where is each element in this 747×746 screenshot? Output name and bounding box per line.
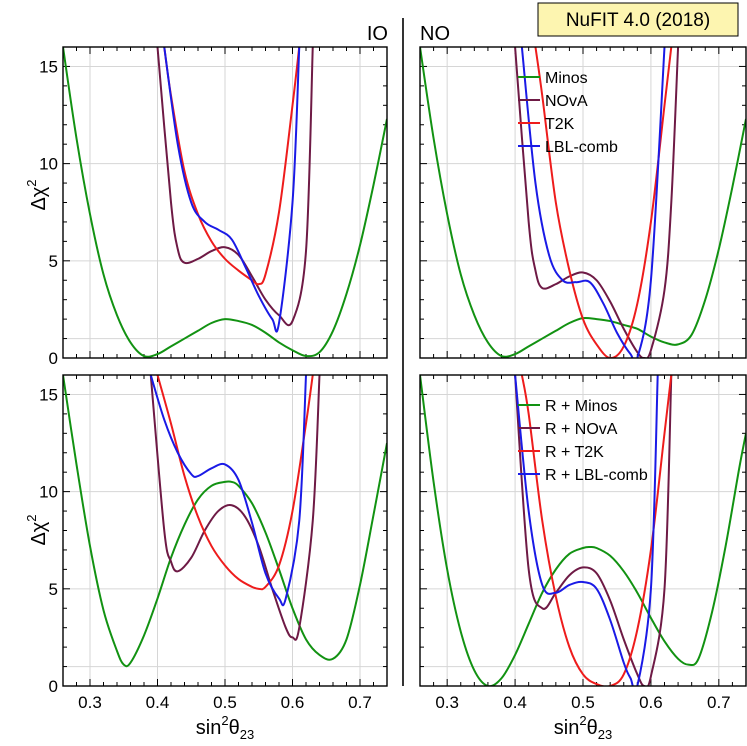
series-line-lbl (163, 47, 301, 333)
x-tick-label: 0.3 (78, 693, 102, 712)
legend-label: LBL-comb (545, 139, 618, 156)
xlabel-right-sub: 23 (598, 727, 612, 742)
panel-frame (62, 46, 388, 359)
y-tick-label: 5 (49, 580, 58, 599)
series-line-nova (514, 375, 673, 686)
series-line-lbl (149, 375, 307, 607)
series-line-minos (63, 375, 387, 668)
legend: Minos NOvA T2K LBL-comb (518, 70, 618, 156)
y-tick-label: 5 (49, 252, 58, 271)
y-tick-label: 0 (49, 677, 58, 696)
legend-label: R + T2K (545, 444, 604, 461)
x-tick-label: 0.5 (213, 693, 237, 712)
x-tick-label: 0.3 (435, 693, 459, 712)
x-tick-label: 0.7 (348, 693, 372, 712)
series-line-minos (63, 47, 387, 358)
panel-top-right: Minos NOvA T2K LBL-comb (419, 46, 747, 359)
y-tick-label: 15 (39, 57, 58, 76)
xlabel-right-main: sin (554, 717, 580, 739)
y-tick-label: 0 (49, 349, 58, 368)
io-label: IO (367, 23, 388, 45)
x-tick-label: 0.7 (707, 693, 731, 712)
xlabel-right-sup: 2 (579, 713, 586, 728)
version-badge: NuFIT 4.0 (2018) (537, 2, 739, 37)
x-tick-label: 0.6 (281, 693, 305, 712)
series-group (63, 375, 387, 668)
x-tick-label: 0.5 (571, 693, 595, 712)
panel-bottom-left: 0 5 10 15 0.3 0.4 0.5 0.6 0.7 (39, 374, 388, 712)
series-line-lbl (514, 375, 659, 686)
x-tick-label: 0.6 (639, 693, 663, 712)
version-badge-text: NuFIT 4.0 (2018) (566, 10, 710, 31)
xlabel-right-theta: θ (587, 717, 598, 739)
series-line-nova (156, 47, 314, 327)
series-line-nova (149, 375, 321, 641)
x-tick-label: 0.4 (146, 693, 170, 712)
panel-frame (419, 46, 747, 359)
series-group (420, 375, 746, 686)
y-tick-label: 10 (39, 483, 58, 502)
legend-label: NOvA (545, 93, 588, 110)
panel-top-left: 0 5 10 15 (39, 46, 388, 368)
series-line-minos (420, 375, 746, 686)
series-line-t2k (520, 375, 673, 686)
no-label: NO (420, 23, 450, 45)
legend-label: T2K (545, 116, 575, 133)
ylabel-top-sup: 2 (24, 179, 39, 186)
xlabel-left: sin2θ23 (196, 713, 254, 742)
series-line-t2k (156, 375, 314, 591)
xlabel-right: sin2θ23 (554, 713, 612, 742)
x-tick-label: 0.4 (503, 693, 527, 712)
xlabel-left-theta: θ (229, 717, 240, 739)
panel-frame (62, 374, 388, 687)
ylabel-top-main: Δχ (28, 186, 50, 210)
y-tick-label: 10 (39, 155, 58, 174)
series-line-nova (514, 47, 680, 358)
version-badge-box (537, 2, 739, 37)
series-line-lbl (520, 47, 666, 358)
series-group (63, 47, 387, 358)
legend: R + Minos R + NOvA R + T2K R + LBL-comb (518, 398, 648, 484)
series-line-t2k (534, 47, 673, 358)
panels-layer: 0 5 10 15 Minos NOvA T2K LBL-comb 0 5 10 15 0.3 0.4 0.… (39, 46, 747, 712)
ylabel-bottom-sup: 2 (24, 514, 39, 521)
series-group (420, 47, 746, 358)
series-line-t2k (163, 47, 301, 286)
ylabel-bottom-main: Δχ (28, 521, 50, 545)
xlabel-left-sup: 2 (221, 713, 228, 728)
ylabel-bottom: Δχ2 (24, 514, 50, 545)
legend-label: R + LBL-comb (545, 467, 648, 484)
ylabel-top: Δχ2 (24, 179, 50, 210)
legend-label: R + Minos (545, 398, 617, 415)
xlabel-left-main: sin (196, 717, 222, 739)
legend-label: R + NOvA (545, 421, 618, 438)
panel-frame (419, 374, 747, 687)
xlabel-left-sub: 23 (240, 727, 254, 742)
legend-label: Minos (545, 70, 588, 87)
y-tick-label: 15 (39, 385, 58, 404)
